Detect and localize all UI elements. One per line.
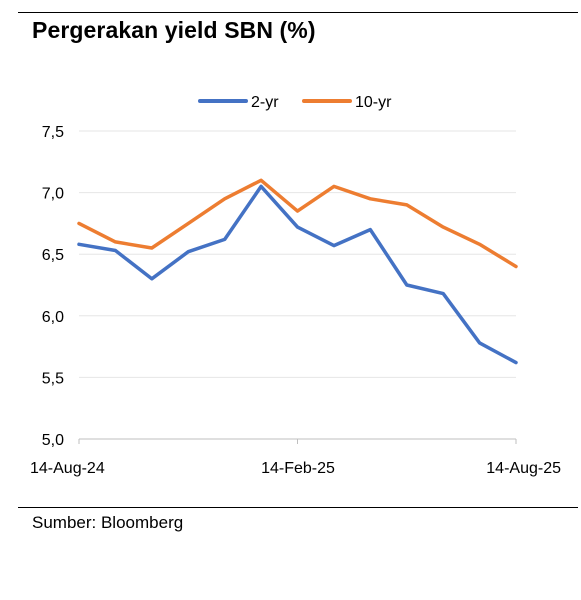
series-line-2-yr	[77, 184, 518, 365]
y-tick-label: 6,5	[42, 247, 64, 264]
x-axis-ticks: 14-Aug-24 14-Feb-25 14-Aug-25	[30, 439, 561, 477]
gridlines	[79, 130, 516, 378]
chart-title: Pergerakan yield SBN (%)	[32, 17, 316, 43]
legend: 2-yr 10-yr	[198, 94, 392, 111]
source-note: Sumber: Bloomberg	[32, 513, 184, 532]
series-lines	[77, 178, 518, 365]
y-tick-label: 5,5	[42, 370, 64, 387]
x-tick-label: 14-Aug-25	[486, 460, 561, 477]
top-rule	[18, 12, 578, 13]
y-tick-label: 6,0	[42, 309, 64, 326]
legend-label: 2-yr	[251, 94, 279, 111]
legend-label: 10-yr	[355, 94, 392, 111]
bottom-rule	[18, 507, 578, 508]
x-tick-label: 14-Feb-25	[261, 460, 335, 477]
y-tick-label: 5,0	[42, 432, 64, 449]
y-tick-label: 7,5	[42, 124, 64, 141]
x-tick-label: 14-Aug-24	[30, 460, 105, 477]
series-line-10-yr	[77, 178, 518, 269]
y-tick-label: 7,0	[42, 186, 64, 203]
y-axis-ticks: 5,0 5,5 6,0 6,5 7,0 7,5	[42, 124, 64, 449]
